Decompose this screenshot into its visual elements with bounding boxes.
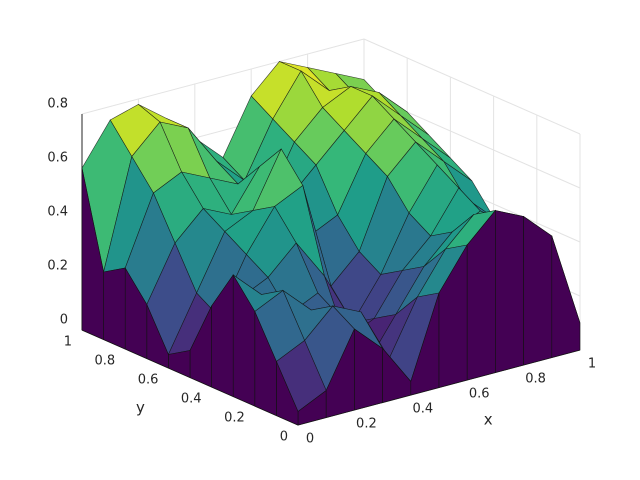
x-tick-label: 0.8 [525, 372, 546, 387]
z-tick-label: 0.8 [47, 97, 68, 112]
y-tick-label: 0 [280, 430, 288, 445]
z-tick-label: 0.2 [47, 259, 68, 274]
z-tick-label: 0 [60, 313, 68, 328]
surface-skirt [551, 235, 581, 358]
y-tick-label: 1 [64, 335, 72, 350]
surface-skirt [523, 215, 553, 366]
y-tick-label: 0.8 [95, 354, 116, 369]
y-axis-label: y [136, 399, 145, 417]
x-tick-label: 1 [588, 357, 596, 372]
x-tick-label: 0.2 [356, 417, 377, 432]
y-tick-label: 0.2 [224, 411, 245, 426]
x-tick-label: 0.6 [469, 387, 490, 402]
surface-skirt [81, 167, 104, 340]
z-tick-label: 0.4 [47, 205, 68, 220]
x-tick-label: 0.4 [412, 402, 433, 417]
y-tick-label: 0.6 [138, 373, 159, 388]
z-tick-label: 0.6 [47, 151, 68, 166]
y-tick-label: 0.4 [181, 392, 202, 407]
grid-line [363, 38, 581, 135]
x-axis-label: x [484, 411, 493, 429]
surface-skirt [103, 267, 126, 350]
x-tick-label: 0 [306, 432, 314, 447]
surface-skirt [495, 210, 524, 373]
surface-skirt [168, 350, 191, 378]
grid-line [81, 38, 365, 115]
